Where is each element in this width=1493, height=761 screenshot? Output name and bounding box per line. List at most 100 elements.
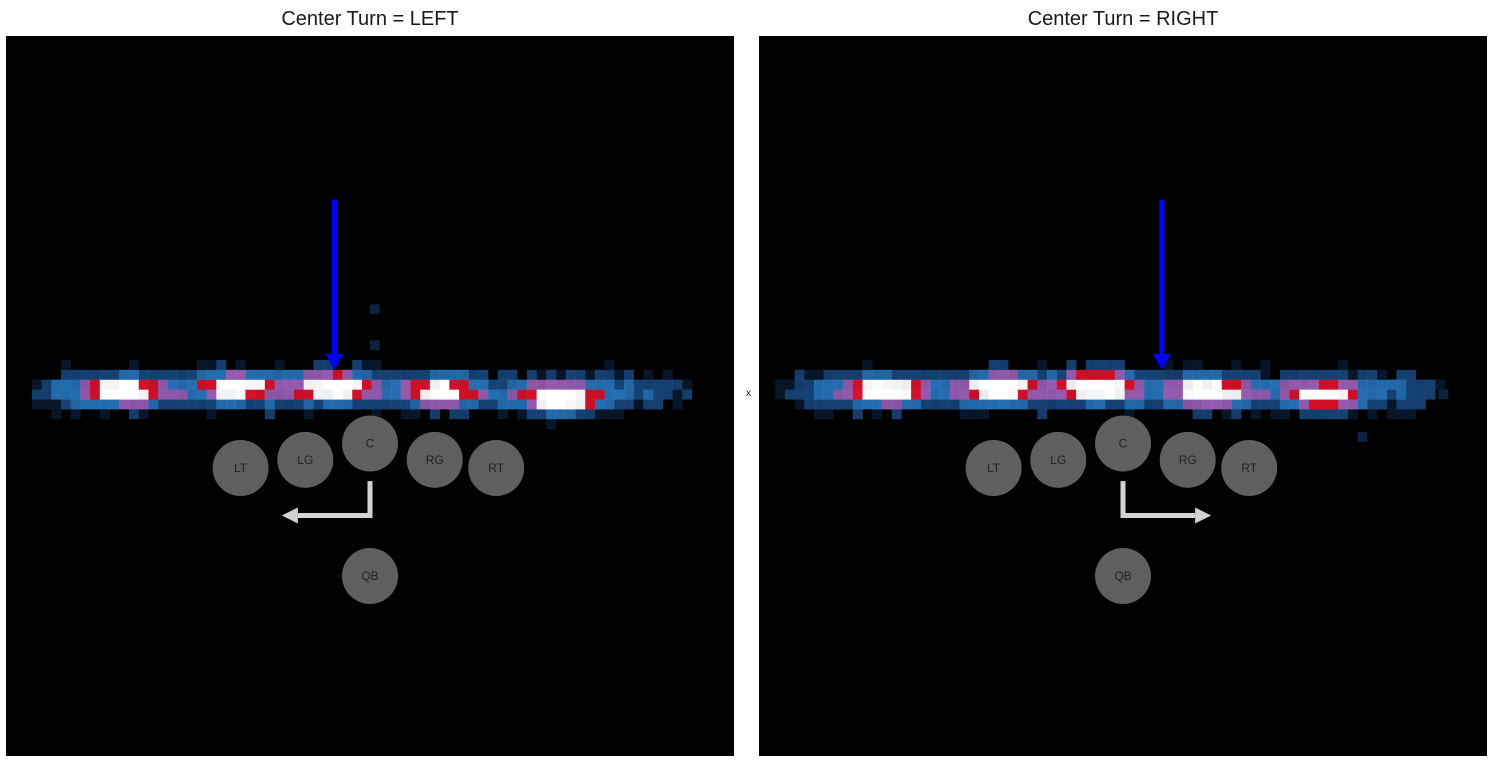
heatmap-cell <box>294 399 304 410</box>
heatmap-cell <box>901 369 912 380</box>
heatmap-cell <box>129 379 139 390</box>
heatmap-cell <box>1085 399 1096 410</box>
heatmap-cell <box>1134 389 1145 400</box>
heatmap-cell <box>400 399 411 410</box>
heatmap-cell <box>1202 399 1213 410</box>
heatmap-cell <box>1134 369 1145 380</box>
heatmap-cell <box>536 389 547 400</box>
player-lt: LT <box>965 440 1022 496</box>
heatmap-cell <box>1076 369 1087 380</box>
heatmap-cell <box>196 399 207 410</box>
heatmap-cell <box>216 399 227 410</box>
player-circle <box>468 440 525 496</box>
heatmap-cell <box>949 389 960 400</box>
heatmap-cell <box>556 399 566 410</box>
heatmap-cell <box>546 399 557 410</box>
heatmap-cell <box>1386 389 1397 400</box>
heatmap-cell <box>400 379 411 390</box>
heatmap-cell <box>1231 399 1242 410</box>
heatmap-cell <box>420 379 431 390</box>
heatmap-cell <box>294 379 304 390</box>
heatmap-cell <box>294 389 304 400</box>
heatmap-cell <box>526 369 537 380</box>
heatmap-cell <box>633 399 644 410</box>
heatmap-cell <box>1347 409 1358 420</box>
heatmap-cell <box>1037 409 1048 420</box>
heatmap-cell <box>556 379 566 390</box>
heatmap-cell <box>31 379 42 390</box>
heatmap-cell <box>245 389 256 400</box>
heatmap-cell <box>274 369 285 380</box>
heatmap-cell <box>410 379 421 390</box>
heatmap-cell <box>959 369 970 380</box>
heatmap-cell <box>1202 409 1213 420</box>
heatmap-cell <box>624 389 634 400</box>
heatmap-cell <box>872 379 883 390</box>
heatmap-cell <box>959 389 970 400</box>
heatmap-cell <box>1309 399 1319 410</box>
heatmap-cell <box>843 399 854 410</box>
heatmap-cell <box>129 360 139 371</box>
heatmap-cell <box>497 369 508 380</box>
heatmap-cell <box>1367 379 1378 390</box>
player-lg: LG <box>277 431 334 488</box>
heatmap-cell <box>1396 369 1407 380</box>
heatmap-cell <box>478 389 489 400</box>
heatmap-cell <box>784 379 795 390</box>
heatmap-cell <box>862 389 873 400</box>
player-lt: LT <box>212 440 269 496</box>
heatmap-cell <box>109 369 120 380</box>
player-rg: RG <box>1159 431 1216 488</box>
heatmap-cell <box>604 360 615 371</box>
heatmap-cell <box>371 399 382 410</box>
heatmap-cell <box>682 389 693 400</box>
heatmap-cell <box>624 369 634 380</box>
heatmap-cell <box>1406 369 1417 380</box>
heatmap-cell <box>1182 360 1193 371</box>
heatmap-cell <box>1017 379 1028 390</box>
heatmap-cell <box>1076 389 1087 400</box>
heatmap-cell <box>1008 389 1019 400</box>
heatmap-cell <box>1318 369 1329 380</box>
heatmap-cell <box>323 360 334 371</box>
heatmap-cell <box>1114 399 1125 410</box>
heatmap-cell <box>794 379 805 390</box>
heatmap-cell <box>1231 379 1242 390</box>
player-rt: RT <box>468 440 525 496</box>
heatmap-cell <box>1047 379 1057 390</box>
heatmap-cell <box>90 379 101 390</box>
heatmap-cell <box>138 379 149 390</box>
heatmap-cell <box>614 369 625 380</box>
heatmap-cell <box>872 369 883 380</box>
heatmap-cell <box>167 369 178 380</box>
heatmap-cell <box>391 369 401 380</box>
heatmap-cell <box>119 399 130 410</box>
heatmap-cell <box>70 409 81 420</box>
heatmap-cell <box>1017 399 1028 410</box>
heatmap-cell <box>206 379 217 390</box>
heatmap-cell <box>1406 409 1417 420</box>
heatmap-cell <box>497 399 508 410</box>
heatmap-cell <box>1279 409 1290 420</box>
heatmap-cell <box>1328 389 1339 400</box>
heatmap-cell <box>1124 409 1135 420</box>
heatmap-cell <box>206 369 217 380</box>
heatmap-cell <box>80 369 91 380</box>
heatmap-cell <box>352 379 363 390</box>
heatmap-cell <box>187 399 198 410</box>
heatmap-cell <box>420 389 431 400</box>
heatmap-cell <box>148 399 159 410</box>
heatmap-cell <box>1338 389 1349 400</box>
player-circle <box>277 431 334 488</box>
heatmap-cell <box>1318 409 1329 420</box>
heatmap-cell <box>604 379 615 390</box>
heatmap-cell <box>979 369 989 380</box>
heatmap-cell <box>41 379 52 390</box>
heatmap-cell <box>959 379 970 390</box>
heatmap-cell <box>1056 389 1067 400</box>
heatmap-cell <box>1056 369 1067 380</box>
heatmap-cell <box>604 369 615 380</box>
player-label: RG <box>1179 453 1197 467</box>
heatmap-cell <box>1095 360 1106 371</box>
heatmap-cell <box>1425 379 1436 390</box>
